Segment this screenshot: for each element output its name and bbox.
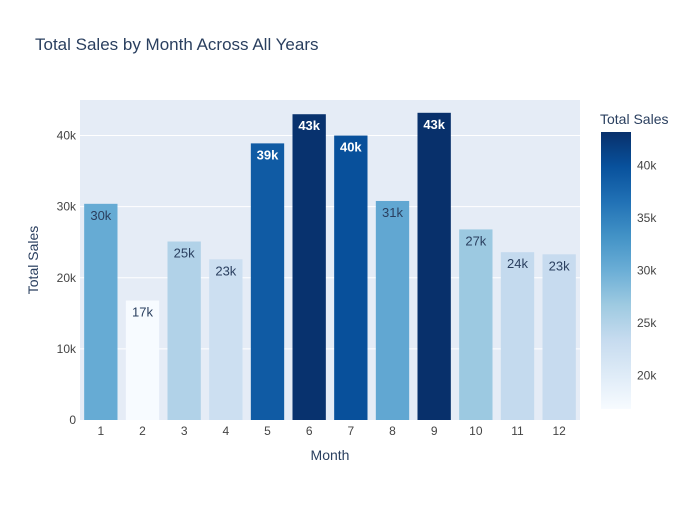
bar-data-label: 43k [423, 117, 445, 132]
y-axis-ticks: 0 10k 20k 30k 40k [57, 129, 77, 427]
bar-data-label: 43k [298, 118, 320, 133]
colorbar-tick-label: 20k [637, 368, 657, 382]
x-tick-label: 2 [139, 424, 146, 438]
bars: 30k 17k 25k 23k 39k 43k 40k 31k 43k 27k 24k 23k [84, 112, 576, 421]
y-tick-label: 10k [57, 342, 77, 356]
bar-data-label: 23k [549, 258, 570, 273]
bar[interactable] [334, 135, 368, 421]
bar[interactable] [542, 254, 576, 420]
colorbar-ticks: 20k 25k 30k 35k 40k [637, 159, 657, 383]
bar[interactable] [167, 241, 201, 420]
x-axis-ticks: 1 2 3 4 5 6 7 8 9 10 11 12 [97, 424, 566, 438]
x-tick-label: 4 [222, 424, 229, 438]
bar-data-label: 30k [90, 208, 111, 223]
bar-data-label: 27k [465, 233, 486, 248]
x-tick-label: 5 [264, 424, 271, 438]
chart-title: Total Sales by Month Across All Years [35, 35, 319, 54]
bar-data-label: 24k [507, 256, 528, 271]
y-tick-label: 30k [57, 200, 77, 214]
x-tick-label: 6 [306, 424, 313, 438]
y-axis-title: Total Sales [25, 226, 41, 294]
bar-data-label: 25k [174, 246, 195, 261]
colorbar-tick-label: 40k [637, 159, 657, 173]
bar[interactable] [375, 200, 410, 420]
x-tick-label: 12 [552, 424, 566, 438]
bar[interactable] [125, 300, 160, 420]
bar[interactable] [84, 203, 118, 420]
bar[interactable] [500, 252, 535, 420]
bar[interactable] [209, 259, 243, 420]
x-tick-label: 1 [97, 424, 104, 438]
bar[interactable] [417, 112, 451, 421]
x-tick-label: 10 [469, 424, 483, 438]
bar-data-label: 31k [382, 205, 403, 220]
colorbar-tick-label: 25k [637, 316, 657, 330]
y-tick-label: 20k [57, 271, 77, 285]
x-tick-label: 7 [347, 424, 354, 438]
grid-lines [80, 135, 580, 350]
colorbar-tick-label: 35k [637, 211, 657, 225]
bar[interactable] [292, 114, 326, 420]
x-tick-label: 8 [389, 424, 396, 438]
colorbar-title: Total Sales [600, 111, 668, 127]
x-axis-title: Month [311, 447, 350, 463]
bar-data-label: 17k [132, 305, 153, 320]
y-tick-label: 40k [57, 129, 77, 143]
x-tick-label: 9 [431, 424, 438, 438]
bar-data-label: 40k [340, 140, 362, 155]
colorbar [601, 132, 631, 409]
x-tick-label: 11 [511, 424, 524, 438]
bar[interactable] [250, 143, 285, 420]
colorbar-tick-label: 30k [637, 264, 657, 278]
bar-data-label: 39k [257, 147, 279, 162]
bar-data-label: 23k [215, 263, 236, 278]
bar[interactable] [459, 229, 493, 420]
x-tick-label: 3 [181, 424, 188, 438]
y-tick-label: 0 [69, 413, 76, 427]
plot-area [80, 100, 580, 420]
